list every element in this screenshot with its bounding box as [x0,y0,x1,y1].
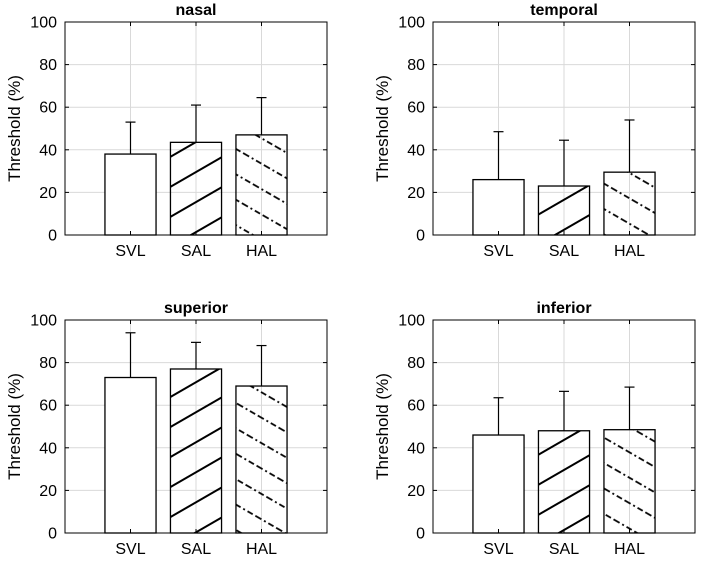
y-tick-label: 20 [39,185,57,202]
chart-title: inferior [536,300,591,317]
chart-panel-inferior: 0 20 40 60 80 100 SVL SAL HAL inferior Threshold (… [373,300,696,558]
y-axis-label: Threshold (%) [5,75,24,182]
y-tick-label: 0 [416,228,425,245]
y-tick-label: 20 [39,483,57,500]
chart-panel-temporal: 0 20 40 60 80 100 SVL SAL HAL temporal Threshold (… [373,2,696,260]
chart-panel-nasal: 0 20 40 60 80 100 SVL SAL HAL nasal Threshold (%) [5,2,328,260]
bar-sal-pattern [170,368,222,533]
y-tick-label: 60 [39,398,57,415]
bar-sal-pattern [538,186,590,235]
x-tick-label-svl: SVL [483,243,513,260]
x-tick-label-svl: SVL [483,541,513,558]
bar-hal-pattern [235,134,288,235]
bar-hal-pattern [603,429,656,533]
chart-title: superior [164,300,228,317]
y-tick-label: 100 [398,15,425,32]
y-tick-label: 60 [407,100,425,117]
bar-hal-pattern [603,172,656,235]
x-tick-label-svl: SVL [115,243,145,260]
x-tick-label-hal: HAL [614,243,645,260]
y-tick-label: 80 [39,57,57,74]
bar-sal-pattern [538,430,590,533]
y-tick-label: 60 [39,100,57,117]
y-tick-label: 60 [407,398,425,415]
x-tick-label-hal: HAL [246,243,277,260]
chart-title: nasal [176,2,217,19]
x-tick-label-sal: SAL [549,541,579,558]
bar-hal-pattern [235,386,288,533]
y-tick-label: 40 [39,440,57,457]
bar-sal-pattern [170,142,222,235]
bar-svl-pattern [104,154,157,235]
y-tick-label: 80 [407,57,425,74]
y-tick-label: 0 [48,228,57,245]
y-tick-label: 0 [416,526,425,543]
x-tick-label-sal: SAL [549,243,579,260]
y-axis-label: Threshold (%) [373,75,392,182]
y-axis-label: Threshold (%) [373,373,392,480]
y-tick-label: 40 [407,142,425,159]
y-tick-label: 40 [39,142,57,159]
chart-title: temporal [530,2,598,19]
y-tick-label: 100 [30,313,57,330]
y-tick-label: 20 [407,483,425,500]
y-axis-label: Threshold (%) [5,373,24,480]
y-tick-label: 80 [39,355,57,372]
bar-svl-pattern [472,435,525,533]
x-tick-label-svl: SVL [115,541,145,558]
x-tick-label-sal: SAL [181,541,211,558]
chart-panel-superior: 0 20 40 60 80 100 SVL SAL HAL superior Threshold (… [5,300,328,558]
y-tick-label: 100 [398,313,425,330]
x-tick-label-hal: HAL [246,541,277,558]
y-tick-label: 80 [407,355,425,372]
bar-svl-pattern [472,179,525,235]
y-tick-label: 20 [407,185,425,202]
x-tick-label-sal: SAL [181,243,211,260]
bar-svl-pattern [104,377,157,533]
y-tick-label: 40 [407,440,425,457]
x-tick-label-hal: HAL [614,541,645,558]
y-tick-label: 100 [30,15,57,32]
y-tick-label: 0 [48,526,57,543]
